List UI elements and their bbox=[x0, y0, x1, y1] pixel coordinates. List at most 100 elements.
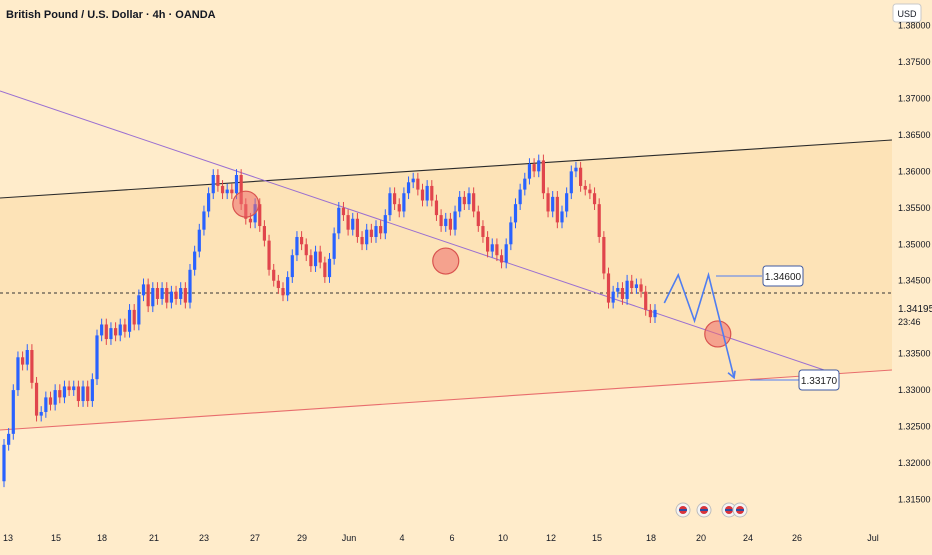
last-price-badge: 1.34195 23:46 bbox=[898, 304, 932, 327]
candle bbox=[127, 304, 132, 338]
candle bbox=[644, 285, 648, 316]
flag-icon[interactable] bbox=[675, 502, 691, 518]
candle bbox=[606, 267, 611, 309]
candle bbox=[397, 198, 401, 218]
candle bbox=[104, 318, 108, 345]
price-tick-label: 1.37500 bbox=[898, 57, 931, 67]
price-tick-label: 1.34500 bbox=[898, 276, 931, 286]
candle bbox=[295, 231, 299, 262]
price-axis[interactable] bbox=[892, 0, 932, 550]
candle bbox=[416, 172, 420, 196]
candle bbox=[216, 169, 220, 192]
time-tick-label: 15 bbox=[592, 533, 602, 543]
candle bbox=[360, 231, 364, 251]
candle bbox=[616, 282, 620, 298]
candle bbox=[62, 380, 67, 404]
time-tick-label: 24 bbox=[743, 533, 753, 543]
candle bbox=[434, 194, 439, 221]
time-tick-label: 12 bbox=[546, 533, 556, 543]
candle bbox=[569, 165, 573, 200]
candle bbox=[165, 282, 169, 309]
candle bbox=[532, 158, 536, 178]
candle bbox=[458, 191, 462, 218]
candle bbox=[323, 256, 327, 283]
price-label-lower[interactable]: 1.33170 bbox=[750, 369, 840, 391]
event-markers bbox=[675, 502, 748, 518]
candle bbox=[267, 234, 271, 276]
candle bbox=[7, 428, 11, 451]
candle bbox=[11, 384, 15, 440]
projection-path bbox=[663, 271, 736, 380]
flag-icon[interactable] bbox=[696, 502, 712, 518]
candle bbox=[630, 274, 634, 294]
candle bbox=[318, 245, 322, 269]
candle bbox=[230, 183, 234, 200]
price-label-upper[interactable]: 1.34600 bbox=[716, 265, 804, 287]
candle bbox=[183, 282, 187, 309]
candle bbox=[406, 176, 411, 200]
flag-icon[interactable] bbox=[732, 502, 748, 518]
highlight-circle bbox=[432, 247, 460, 275]
candle bbox=[513, 198, 518, 229]
currency-button[interactable] bbox=[892, 3, 922, 23]
candle bbox=[490, 238, 494, 258]
candle bbox=[281, 282, 285, 302]
candle bbox=[211, 169, 215, 200]
candle bbox=[379, 220, 383, 240]
candle bbox=[118, 318, 122, 342]
price-tick-label: 1.38000 bbox=[898, 21, 931, 31]
time-axis[interactable] bbox=[0, 525, 932, 550]
price-tick-label: 1.37000 bbox=[898, 93, 931, 103]
candle bbox=[290, 249, 294, 283]
candle bbox=[30, 344, 34, 389]
time-tick-label: 10 bbox=[498, 533, 508, 543]
candle bbox=[551, 191, 555, 218]
candle bbox=[509, 216, 513, 251]
countdown-text: 23:46 bbox=[898, 317, 921, 327]
candle bbox=[58, 384, 62, 404]
candle bbox=[95, 329, 99, 385]
candle bbox=[583, 180, 587, 196]
candle bbox=[132, 304, 136, 331]
candle bbox=[258, 198, 262, 232]
candle bbox=[337, 201, 341, 240]
candle bbox=[332, 227, 336, 265]
highlight-circle bbox=[704, 320, 732, 348]
candle bbox=[202, 205, 206, 236]
candle bbox=[462, 191, 466, 210]
candle bbox=[34, 376, 39, 422]
candle bbox=[137, 289, 141, 331]
candle bbox=[611, 285, 615, 309]
candle bbox=[327, 253, 332, 283]
time-tick-label: 13 bbox=[3, 533, 13, 543]
symbol-title: British Pound / U.S. Dollar · 4h · OANDA bbox=[6, 9, 216, 21]
candle bbox=[76, 380, 80, 407]
price-tick-label: 1.36500 bbox=[898, 130, 931, 140]
time-tick-label: 27 bbox=[250, 533, 260, 543]
time-tick-label: Jun bbox=[342, 533, 357, 543]
candle bbox=[369, 223, 373, 243]
candle bbox=[634, 278, 638, 294]
candle bbox=[592, 187, 597, 210]
candle bbox=[420, 183, 425, 207]
candle bbox=[220, 180, 225, 200]
candle bbox=[565, 187, 569, 218]
time-tick-label: 18 bbox=[97, 533, 107, 543]
candle bbox=[639, 278, 643, 298]
candle bbox=[276, 274, 280, 294]
time-tick-label: 20 bbox=[696, 533, 706, 543]
time-tick-label: 18 bbox=[646, 533, 656, 543]
candle bbox=[2, 438, 6, 488]
price-tick-label: 1.33500 bbox=[898, 349, 931, 359]
candle bbox=[402, 187, 406, 218]
candle bbox=[602, 231, 606, 280]
time-tick-label: 21 bbox=[149, 533, 159, 543]
candle bbox=[537, 154, 541, 178]
candle bbox=[546, 187, 550, 218]
price-tick-label: 1.33000 bbox=[898, 385, 931, 395]
candle bbox=[448, 212, 452, 236]
candle bbox=[541, 154, 545, 200]
candle bbox=[481, 220, 485, 243]
candle bbox=[648, 304, 652, 324]
